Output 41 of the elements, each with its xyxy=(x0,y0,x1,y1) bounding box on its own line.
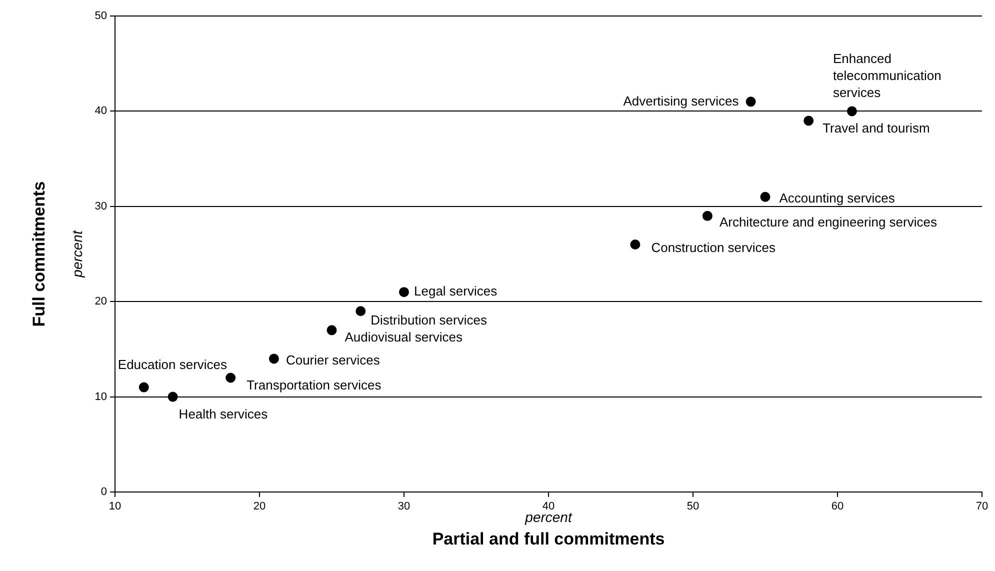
annotation: Distribution services xyxy=(370,312,488,328)
annotation: Enhanced telecommunication services xyxy=(832,50,942,100)
point xyxy=(760,192,770,202)
annotation: Legal services xyxy=(414,284,498,299)
point xyxy=(168,392,178,402)
annotation: Travel and tourism xyxy=(822,120,930,136)
y-axis-title: Full commitments xyxy=(30,181,49,327)
annotation: Accounting services xyxy=(779,190,896,206)
point xyxy=(846,106,857,116)
annotation: Education services xyxy=(118,356,228,372)
annotation: Advertising services xyxy=(623,93,740,108)
y-tick-label: 20 xyxy=(94,296,107,308)
annotation: Transportation services xyxy=(246,377,382,392)
y-tick-label: 10 xyxy=(94,390,107,403)
point xyxy=(746,96,756,107)
point xyxy=(356,306,366,316)
annotation: Architecture and engineering services xyxy=(719,214,938,230)
y-tick-label: 30 xyxy=(94,200,107,212)
text: percent xyxy=(68,230,85,278)
y-tick-label: 0 xyxy=(100,486,107,498)
point xyxy=(226,372,236,383)
y-tick-label: 50 xyxy=(94,10,107,22)
x-tick-label: 60 xyxy=(831,500,844,513)
x-tick-label: 30 xyxy=(398,500,410,513)
annotation: Audiovisual services xyxy=(344,330,464,345)
annotation: Construction services xyxy=(651,240,776,256)
x-tick-label: 70 xyxy=(976,500,988,513)
point xyxy=(399,287,409,298)
annotation: Health services xyxy=(178,406,268,422)
x-tick-label: 20 xyxy=(253,500,266,513)
x-axis-title: Partial and full commitments xyxy=(432,530,665,549)
x-tick-label: 50 xyxy=(686,500,700,513)
point xyxy=(138,382,149,392)
point xyxy=(268,354,279,364)
x-tick-label: 10 xyxy=(108,500,122,513)
annotation: Courier services xyxy=(286,352,380,368)
y-tick-label: 40 xyxy=(94,105,107,118)
point xyxy=(702,210,712,221)
point xyxy=(326,325,337,336)
point xyxy=(804,116,814,126)
point xyxy=(630,239,640,250)
